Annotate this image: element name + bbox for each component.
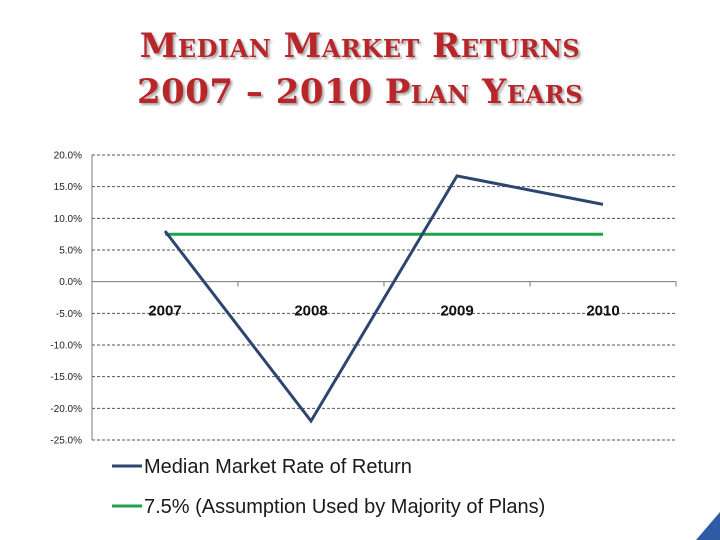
x-category-label: 2007 bbox=[148, 303, 181, 320]
x-category-label: 2008 bbox=[294, 303, 327, 320]
y-tick-label: 5.0% bbox=[59, 246, 82, 257]
x-axis-categories: 2007 2008 2009 2010 bbox=[148, 303, 619, 320]
grid-lines bbox=[92, 154, 676, 441]
y-tick-label: 20.0% bbox=[54, 151, 82, 162]
x-category-label: 2009 bbox=[440, 303, 473, 320]
axes bbox=[91, 155, 677, 440]
series-line-1 bbox=[163, 174, 604, 424]
y-tick-label: -20.0% bbox=[50, 404, 82, 415]
y-tick-label: -5.0% bbox=[56, 309, 82, 320]
legend-label: 7.5% (Assumption Used by Majority of Pla… bbox=[144, 496, 545, 518]
legend-label: Median Market Rate of Return bbox=[144, 456, 412, 478]
chart-title-line-1: Median Market Returns bbox=[139, 26, 581, 66]
x-category-label: 2010 bbox=[586, 303, 619, 320]
y-tick-label: -10.0% bbox=[50, 341, 82, 352]
legend: Median Market Rate of Return 7.5% (Assump… bbox=[112, 456, 545, 518]
y-axis-ticks: 20.0% 15.0% 10.0% 5.0% 0.0% -5.0% -10.0% -15.0%… bbox=[50, 151, 82, 447]
y-tick-label: 15.0% bbox=[54, 182, 82, 193]
chart-title-line-2: 2007 – 2010 Plan Years bbox=[136, 72, 584, 112]
y-tick-label: -15.0% bbox=[50, 372, 82, 383]
series-lines bbox=[163, 174, 604, 424]
corner-decoration bbox=[696, 512, 720, 540]
y-tick-label: 10.0% bbox=[54, 214, 82, 225]
y-tick-label: -25.0% bbox=[50, 436, 82, 447]
y-tick-label: 0.0% bbox=[59, 277, 82, 288]
